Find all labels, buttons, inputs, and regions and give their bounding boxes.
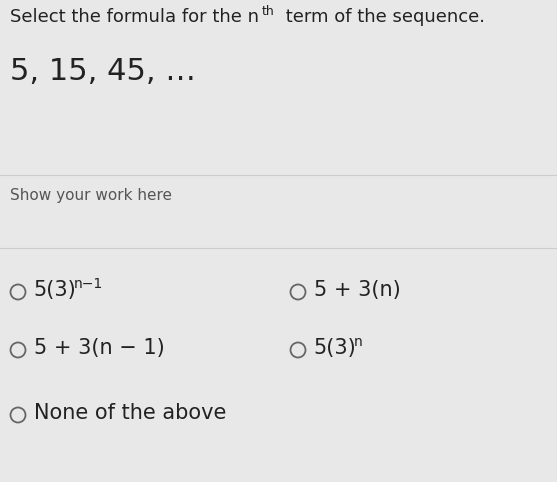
Text: 5(3): 5(3) xyxy=(33,280,76,300)
Text: Select the formula for the n: Select the formula for the n xyxy=(10,8,259,26)
Text: Show your work here: Show your work here xyxy=(10,188,172,203)
Text: 5 + 3(n): 5 + 3(n) xyxy=(314,280,400,300)
Text: 5 + 3(n − 1): 5 + 3(n − 1) xyxy=(33,338,164,358)
Text: n−1: n−1 xyxy=(74,277,102,291)
Text: term of the sequence.: term of the sequence. xyxy=(280,8,485,26)
Text: 5, 15, 45, …: 5, 15, 45, … xyxy=(10,57,196,86)
Text: n: n xyxy=(354,335,362,349)
Text: None of the above: None of the above xyxy=(33,403,226,423)
Text: th: th xyxy=(262,5,275,18)
Text: 5(3): 5(3) xyxy=(314,338,356,358)
